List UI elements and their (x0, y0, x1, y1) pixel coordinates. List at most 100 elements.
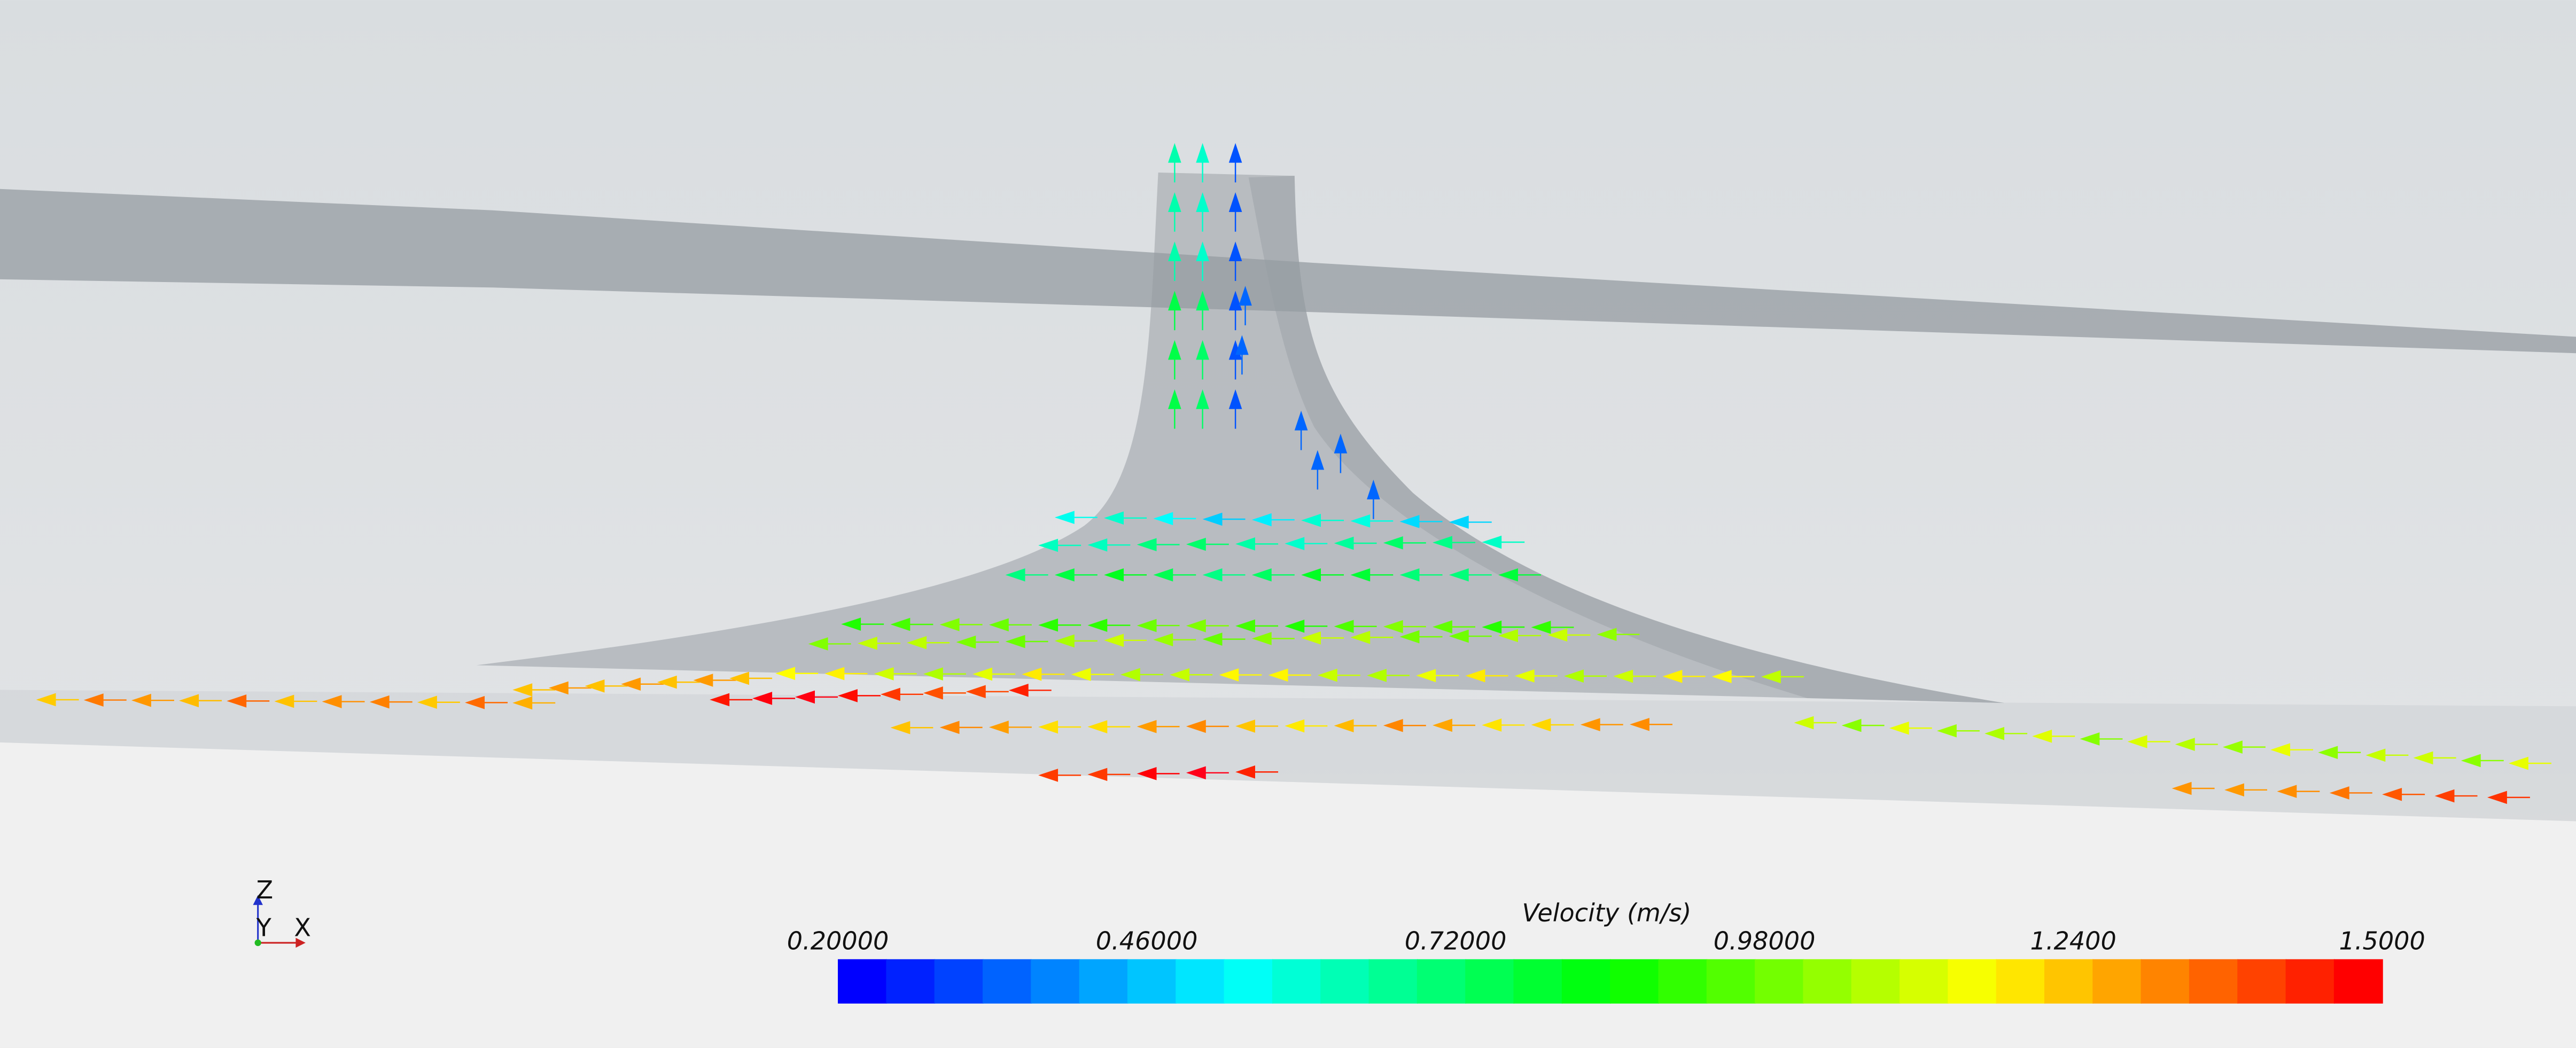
color-bar-segment (886, 959, 936, 1004)
arrow-head (1038, 618, 1059, 632)
arrow-head (1054, 634, 1075, 648)
arrow-head (1153, 633, 1173, 646)
arrow-head (2032, 730, 2052, 743)
chimney-surface (476, 173, 2005, 703)
arrow-head (465, 696, 485, 709)
arrow-head (923, 686, 943, 700)
z-label: Z (256, 875, 274, 904)
arrow-head (1630, 717, 1649, 731)
arrow-head (1531, 718, 1551, 732)
legend-ticks: 0.20000 0.46000 0.72000 0.98000 1.2400 1.5000 (787, 926, 2425, 955)
arrow-head (1531, 621, 1551, 634)
arrow-head (1219, 668, 1239, 682)
arrow-head (1711, 670, 1732, 683)
arrow-head (1498, 629, 1518, 643)
arrow-head (417, 695, 437, 709)
arrow-head (1350, 514, 1371, 528)
y-axis (254, 939, 261, 947)
arrow-head (1168, 291, 1181, 311)
legend-tick-label: 1.5000 (2339, 926, 2425, 955)
arrow-head (36, 693, 56, 707)
arrow-head (1228, 192, 1242, 212)
arrow-head (1087, 768, 1108, 781)
arrow-head (2224, 783, 2244, 797)
arrow-head (1285, 719, 1305, 733)
arrow-head (752, 692, 773, 705)
arrow-head (2080, 732, 2100, 746)
vector-field (36, 143, 2551, 804)
color-bar-segment (1465, 959, 1515, 1004)
arrow-head (83, 693, 104, 707)
arrow-head (1104, 634, 1124, 647)
arrow-head (2508, 756, 2528, 770)
arrow-head (1087, 538, 1108, 552)
arrow-head (874, 667, 894, 681)
arrow-head (890, 721, 910, 734)
arrow-head (1350, 568, 1371, 582)
y-label: Y (256, 913, 272, 942)
arrow-head (1498, 568, 1518, 582)
arrow-head (2329, 786, 2349, 800)
arrow-head (512, 696, 533, 710)
arrow-head (1465, 669, 1485, 683)
arrow-head (890, 617, 910, 631)
legend-tick-label: 0.98000 (1714, 926, 1816, 955)
arrow-head (1137, 719, 1157, 733)
arrow-head (1235, 765, 1256, 779)
arrow-head (1285, 620, 1305, 633)
color-bar-segment (1851, 959, 1901, 1004)
arrow-head (907, 636, 927, 650)
arrow-head (1038, 769, 1059, 782)
arrow-head (2277, 785, 2297, 798)
arrow-head (1008, 684, 1029, 697)
color-bar-segment (1610, 959, 1659, 1004)
arrow-head (1228, 340, 1242, 360)
arrow-head (1186, 619, 1206, 632)
arrow-head (1433, 620, 1452, 634)
arrow-head (1137, 767, 1157, 780)
color-bar-segment (1031, 959, 1080, 1004)
arrow-head (1841, 718, 1862, 732)
arrow-head (808, 637, 828, 651)
color-bar-segment (1513, 959, 1563, 1004)
arrow-head (989, 721, 1009, 734)
arrow-head (841, 617, 861, 631)
color-bar-segment (2044, 959, 2094, 1004)
arrow-head (1433, 536, 1452, 549)
color-bar-segment (983, 959, 1032, 1004)
color-bar-segment (1561, 959, 1611, 1004)
color-bar-segment (1079, 959, 1129, 1004)
arrow-head (1449, 515, 1469, 529)
color-bar-segment (1272, 959, 1321, 1004)
color-bar-segment (2333, 959, 2383, 1004)
axes-triad: Z Y X (253, 875, 311, 948)
arrow-head (227, 694, 247, 708)
arrow-head (1317, 668, 1337, 682)
arrow-head (1186, 766, 1206, 780)
arrow-head (956, 635, 976, 649)
arrow-head (1597, 628, 1617, 642)
arrow-head (1038, 720, 1059, 734)
arrow-head (1416, 669, 1436, 683)
arrow-head (693, 674, 713, 687)
arrow-head (1433, 718, 1452, 732)
arrow-head (1301, 513, 1321, 527)
color-bar-segment (1755, 959, 1804, 1004)
horizontal-band (0, 189, 2576, 354)
x-label: X (294, 913, 311, 942)
arrow-head (1334, 719, 1354, 732)
arrow-head (1235, 719, 1256, 733)
color-bar-segment (1417, 959, 1466, 1004)
arrow-head (1202, 512, 1223, 526)
arrow-head (1334, 433, 1348, 453)
color-bar-segment (2189, 959, 2238, 1004)
arrow-head (1399, 515, 1420, 528)
arrow-head (1383, 620, 1403, 634)
arrow-head (1235, 619, 1256, 633)
arrow-head (1168, 143, 1181, 163)
color-bar (838, 959, 2383, 1004)
arrow-head (1235, 335, 1249, 355)
arrow-head (972, 667, 993, 681)
